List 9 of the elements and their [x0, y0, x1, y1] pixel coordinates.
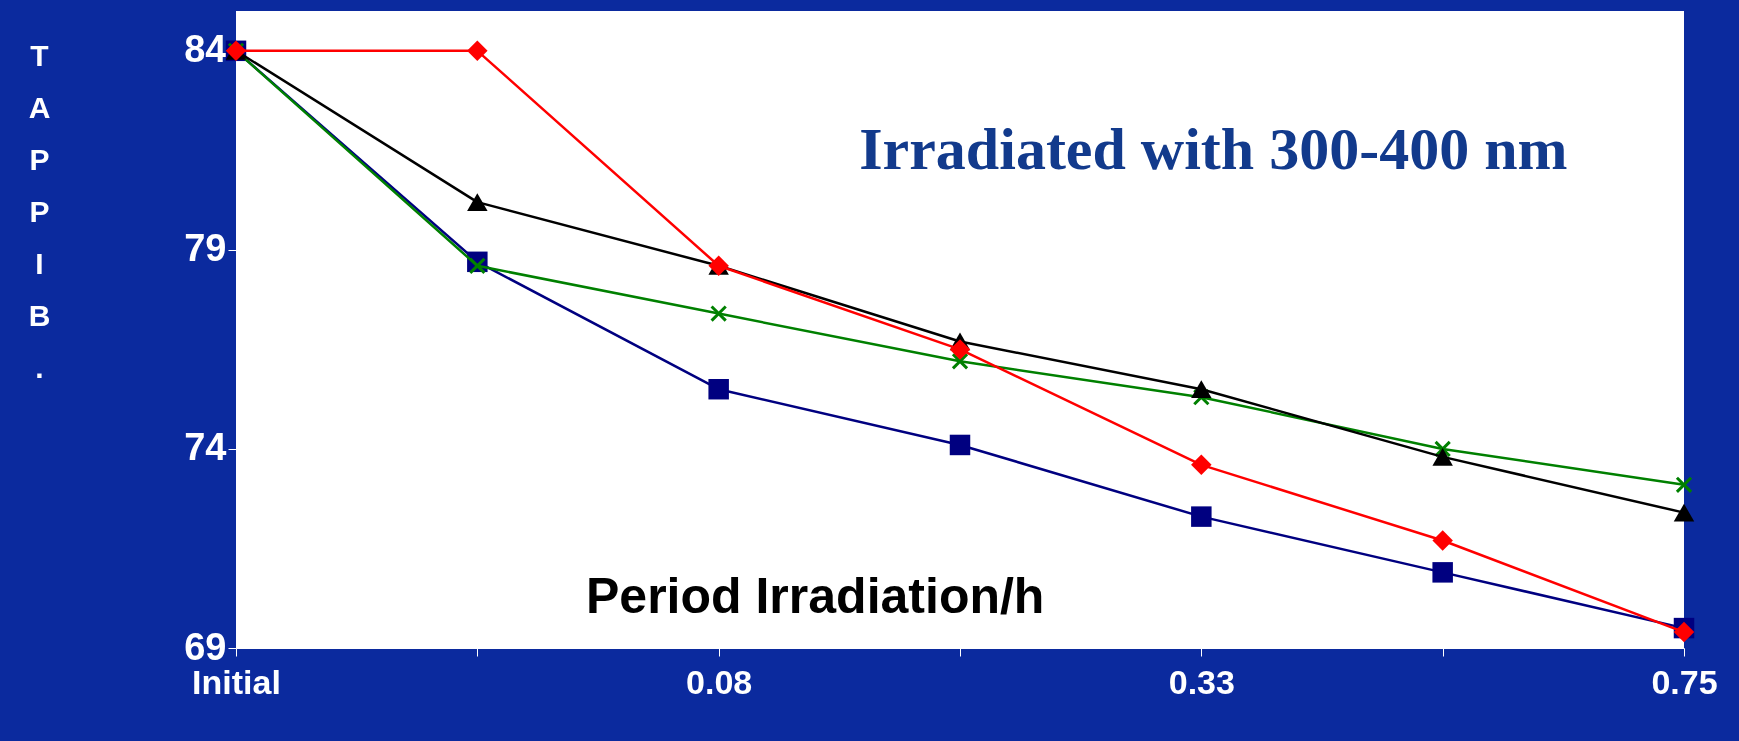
y-axis-title: TAPPI B. [28, 38, 51, 384]
y-tick-label: 74 [184, 426, 227, 469]
y-tick-label: 84 [184, 28, 227, 71]
x-tick-label: 0.75 [1651, 662, 1718, 701]
text: Irradiated with 300-400 nm [859, 116, 1568, 182]
x-tick-label: 0.33 [1168, 662, 1235, 701]
x-tick-label: 0.08 [686, 662, 753, 701]
y-tick-label: 79 [184, 227, 227, 270]
x-axis-title: Period Irradiation/h [586, 568, 1045, 624]
